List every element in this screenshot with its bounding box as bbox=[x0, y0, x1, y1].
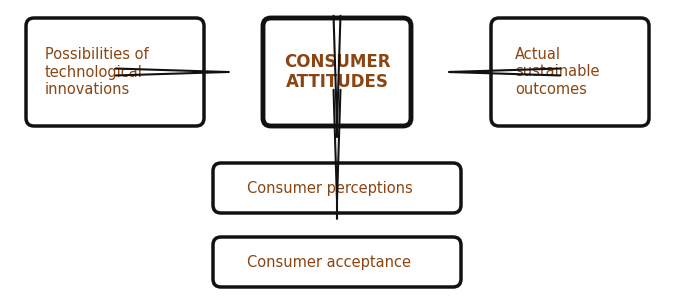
FancyBboxPatch shape bbox=[263, 18, 411, 126]
Text: CONSUMER
ATTITUDES: CONSUMER ATTITUDES bbox=[284, 53, 390, 91]
Text: Consumer acceptance: Consumer acceptance bbox=[247, 254, 411, 270]
Text: Possibilities of
technological
innovations: Possibilities of technological innovatio… bbox=[45, 47, 149, 97]
Text: Actual
sustainable
outcomes: Actual sustainable outcomes bbox=[515, 47, 599, 97]
FancyBboxPatch shape bbox=[213, 163, 461, 213]
FancyBboxPatch shape bbox=[26, 18, 204, 126]
FancyBboxPatch shape bbox=[213, 237, 461, 287]
Text: Consumer perceptions: Consumer perceptions bbox=[247, 180, 412, 196]
FancyBboxPatch shape bbox=[491, 18, 649, 126]
